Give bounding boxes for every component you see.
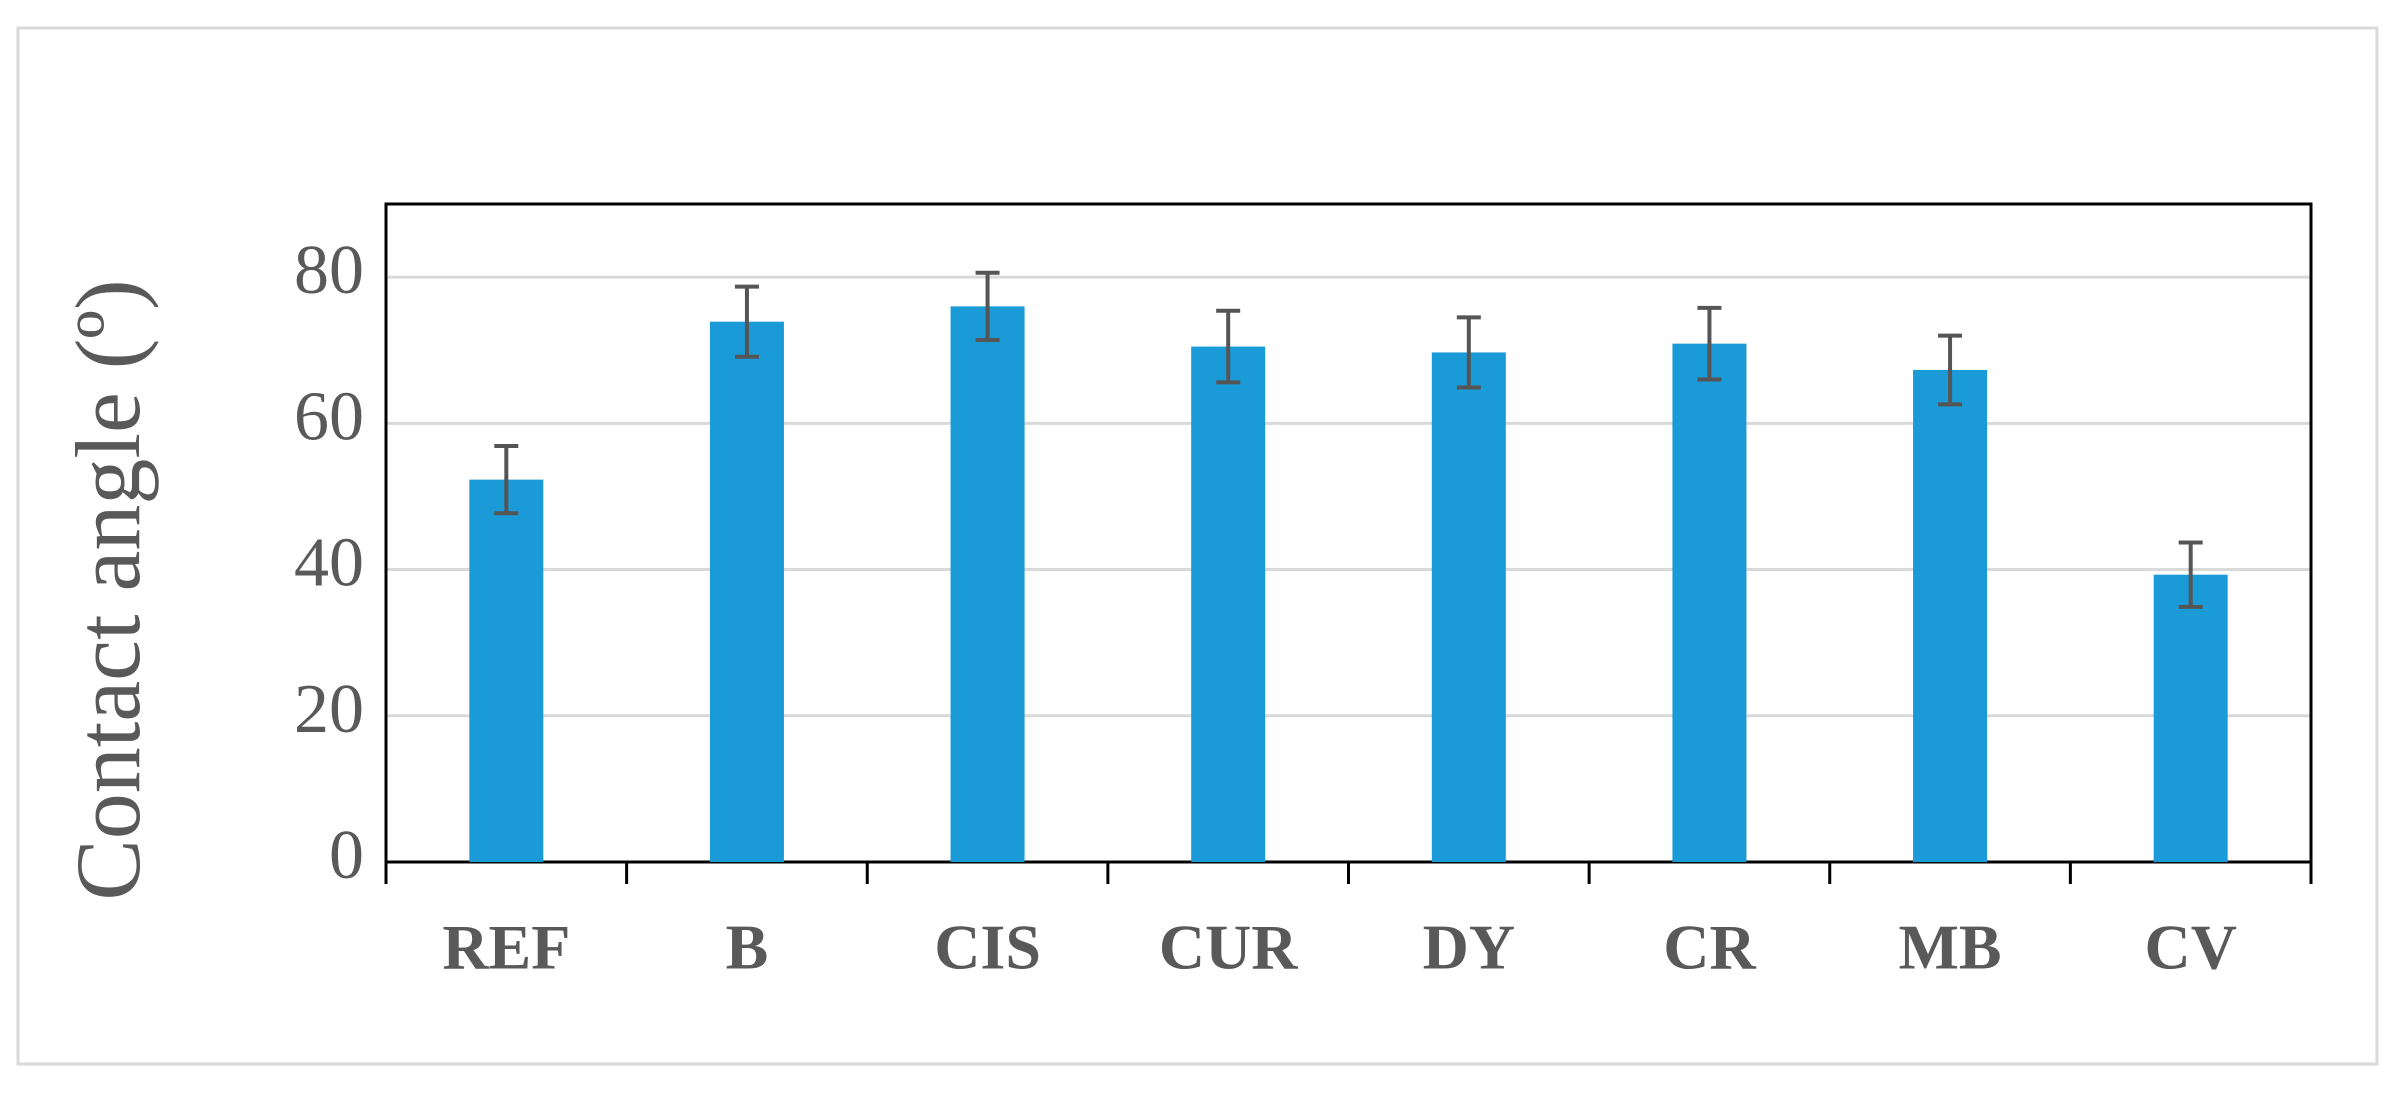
- bar: [469, 479, 544, 862]
- error-bar: [494, 443, 519, 516]
- bar: [1191, 346, 1266, 863]
- error-bar: [1697, 305, 1722, 382]
- y-tick-label: 40: [294, 525, 364, 602]
- x-tick-label: CUR: [1159, 912, 1298, 983]
- y-tick-label: 60: [294, 378, 364, 455]
- y-tick-label: 80: [294, 232, 364, 309]
- bar: [1672, 343, 1747, 862]
- bar: [950, 306, 1025, 862]
- error-bar: [1938, 333, 1963, 407]
- y-tick-label: 0: [329, 817, 364, 894]
- x-tick-label: CIS: [934, 912, 1041, 983]
- error-bar: [1216, 308, 1241, 385]
- x-tick-label: REF: [442, 912, 570, 983]
- x-tick-label: CV: [2144, 912, 2236, 983]
- error-bar: [1456, 315, 1481, 390]
- error-bar: [734, 284, 759, 359]
- x-tick-label: B: [726, 912, 769, 983]
- bar: [1431, 352, 1506, 862]
- bar: [1913, 369, 1988, 862]
- y-axis-label: Contact angle (º): [57, 279, 159, 900]
- bar: [2153, 574, 2228, 862]
- x-tick-label: MB: [1899, 912, 2002, 983]
- error-bar: [975, 270, 1000, 342]
- y-tick-label: 20: [294, 671, 364, 748]
- x-tick-label: CR: [1663, 912, 1756, 983]
- bar: [709, 321, 784, 863]
- x-tick-label: DY: [1423, 912, 1515, 983]
- error-bar: [2178, 540, 2203, 609]
